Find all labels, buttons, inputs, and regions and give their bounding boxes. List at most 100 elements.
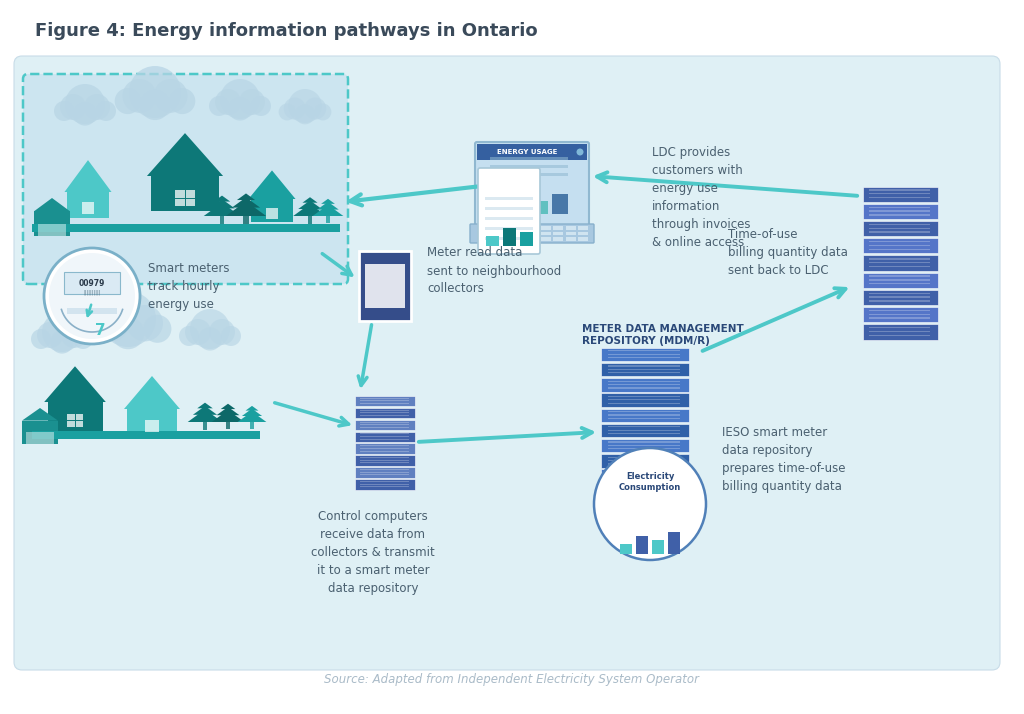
Text: 00979: 00979 xyxy=(79,278,105,288)
Bar xyxy=(868,331,930,332)
Bar xyxy=(250,422,254,428)
Bar xyxy=(359,398,409,399)
Bar xyxy=(608,353,680,355)
Bar xyxy=(355,443,415,454)
Polygon shape xyxy=(44,366,105,402)
Bar xyxy=(868,245,930,246)
Bar xyxy=(478,231,488,236)
Circle shape xyxy=(199,328,221,351)
Bar xyxy=(652,540,664,554)
Bar xyxy=(359,415,409,416)
Text: LDC provides
customers with
energy use
information
through invoices
& online acc: LDC provides customers with energy use i… xyxy=(652,146,751,249)
Bar xyxy=(608,430,680,431)
Circle shape xyxy=(295,105,314,124)
Bar xyxy=(520,232,534,246)
Bar xyxy=(68,413,83,427)
Bar xyxy=(515,237,525,241)
Circle shape xyxy=(209,96,229,116)
Bar xyxy=(359,486,409,487)
Text: Control computers
receive data from
collectors & transmit
it to a smart meter
da: Control computers receive data from coll… xyxy=(311,510,435,595)
Circle shape xyxy=(288,89,322,123)
Bar xyxy=(608,384,680,386)
Bar xyxy=(862,290,938,305)
Polygon shape xyxy=(209,199,234,208)
Bar xyxy=(862,221,938,236)
Text: ||||||||||: |||||||||| xyxy=(83,289,100,295)
Bar xyxy=(553,231,563,236)
Bar xyxy=(490,173,568,176)
Bar xyxy=(266,208,278,218)
Bar xyxy=(528,237,538,241)
Circle shape xyxy=(74,102,96,126)
Bar xyxy=(359,469,409,470)
Bar xyxy=(601,485,689,498)
Circle shape xyxy=(185,319,211,345)
Circle shape xyxy=(123,79,157,113)
Circle shape xyxy=(127,305,163,341)
Bar xyxy=(608,396,680,397)
Bar xyxy=(608,491,680,492)
Circle shape xyxy=(65,84,105,124)
Text: Figure 4: Energy information pathways in Ontario: Figure 4: Energy information pathways in… xyxy=(35,22,538,40)
Bar xyxy=(868,258,930,260)
Bar xyxy=(486,236,499,246)
Bar xyxy=(485,207,534,210)
Bar xyxy=(359,412,409,413)
Bar xyxy=(528,231,538,236)
Circle shape xyxy=(60,94,86,120)
Polygon shape xyxy=(293,203,327,216)
Bar xyxy=(503,237,513,241)
Bar xyxy=(478,237,488,241)
Bar xyxy=(220,216,224,224)
Bar xyxy=(67,308,117,314)
Bar xyxy=(868,310,930,311)
Circle shape xyxy=(73,329,93,349)
Text: ENERGY USAGE: ENERGY USAGE xyxy=(497,149,557,155)
Text: IESO smart meter
data repository
prepares time-of-use
billing quantity data: IESO smart meter data repository prepare… xyxy=(722,426,846,493)
Circle shape xyxy=(220,79,260,119)
Circle shape xyxy=(42,312,82,352)
Bar xyxy=(151,176,219,211)
Polygon shape xyxy=(226,201,266,216)
Bar xyxy=(601,424,689,437)
Bar xyxy=(63,272,120,294)
Bar xyxy=(601,408,689,422)
Circle shape xyxy=(239,89,265,115)
Bar xyxy=(359,410,409,411)
Bar xyxy=(477,144,587,160)
Bar xyxy=(485,217,534,220)
Bar xyxy=(366,263,404,308)
Bar xyxy=(512,197,528,214)
Bar xyxy=(608,357,680,358)
Bar xyxy=(541,226,551,230)
Circle shape xyxy=(209,319,234,345)
Bar xyxy=(565,237,575,241)
Bar xyxy=(608,494,680,495)
Polygon shape xyxy=(298,201,322,209)
Bar xyxy=(868,296,930,298)
Bar xyxy=(67,192,109,218)
Bar xyxy=(355,408,415,418)
Bar xyxy=(490,231,501,236)
Bar xyxy=(32,224,340,232)
Text: Time-of-use
billing quantity data
sent back to LDC: Time-of-use billing quantity data sent b… xyxy=(728,228,848,276)
Circle shape xyxy=(100,291,156,347)
Bar xyxy=(868,193,930,194)
Bar xyxy=(868,279,930,281)
Bar xyxy=(601,363,689,376)
Bar xyxy=(355,456,415,466)
Bar xyxy=(355,479,415,490)
Bar xyxy=(578,226,588,230)
Bar xyxy=(359,436,409,437)
Bar xyxy=(359,433,409,434)
Bar xyxy=(355,431,415,442)
Bar xyxy=(868,211,930,212)
Bar xyxy=(565,226,575,230)
Bar xyxy=(608,460,680,461)
Circle shape xyxy=(594,448,706,560)
Polygon shape xyxy=(317,202,339,210)
Circle shape xyxy=(228,97,252,121)
Bar xyxy=(492,204,508,214)
Circle shape xyxy=(215,89,241,115)
Bar xyxy=(485,197,534,200)
